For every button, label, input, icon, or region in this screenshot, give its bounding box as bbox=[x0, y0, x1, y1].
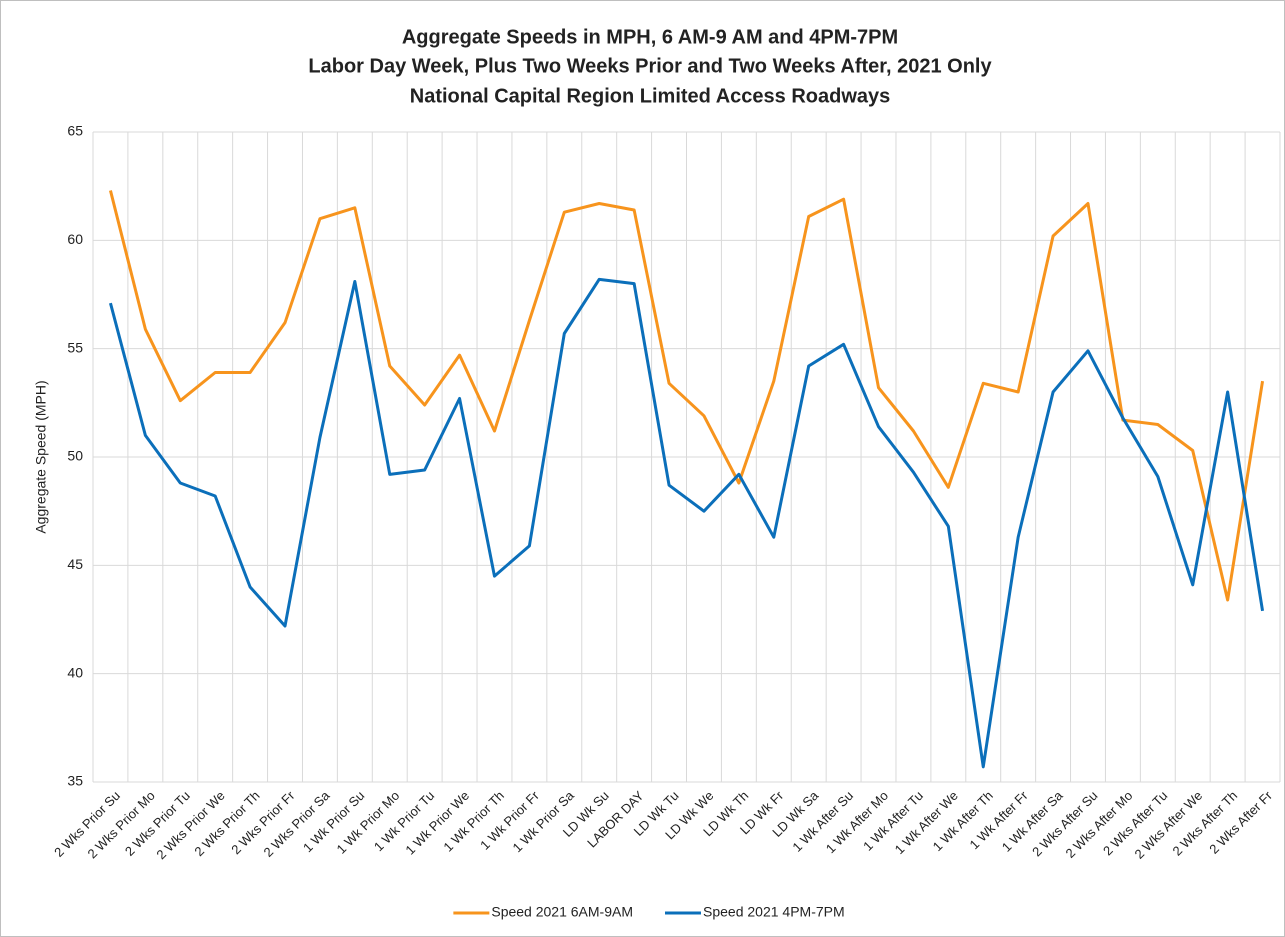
y-tick-label: 50 bbox=[67, 448, 83, 464]
legend-label: Speed 2021 6AM-9AM bbox=[491, 904, 633, 920]
y-tick-label: 40 bbox=[67, 664, 83, 680]
y-tick-label: 35 bbox=[67, 773, 83, 789]
y-tick-label: 55 bbox=[67, 339, 83, 355]
chart-title: Labor Day Week, Plus Two Weeks Prior and… bbox=[308, 55, 992, 77]
y-tick-label: 60 bbox=[67, 231, 83, 247]
legend-label: Speed 2021 4PM-7PM bbox=[703, 904, 845, 920]
chart-title: Aggregate Speeds in MPH, 6 AM-9 AM and 4… bbox=[402, 26, 898, 48]
series-line bbox=[109, 277, 1265, 769]
chart-title: National Capital Region Limited Access R… bbox=[410, 85, 891, 107]
y-axis-label: Aggregate Speed (MPH) bbox=[33, 380, 49, 533]
y-tick-label: 45 bbox=[67, 556, 83, 572]
series-line bbox=[109, 190, 1265, 602]
y-tick-label: 65 bbox=[67, 123, 83, 139]
